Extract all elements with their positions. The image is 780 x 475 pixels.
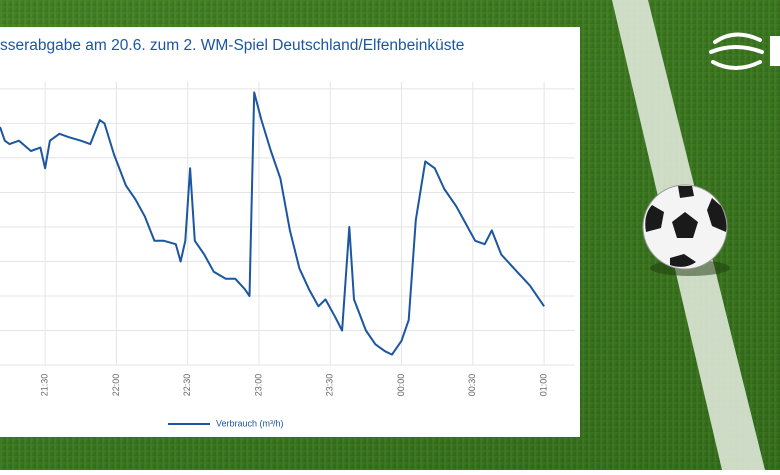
x-tick-label: 22:00 (111, 374, 121, 397)
data-line (0, 91, 545, 356)
x-tick-label: 23:30 (325, 374, 335, 397)
x-tick-label: 00:30 (467, 374, 477, 397)
x-tick-label: 22:30 (182, 374, 192, 397)
legend-label: Verbrauch (m³/h) (216, 418, 284, 428)
x-tick-label: 00:00 (396, 374, 406, 397)
x-tick-label: 23:00 (253, 374, 263, 397)
x-tick-label: 01:00 (538, 374, 548, 397)
x-tick-label: 21:30 (40, 374, 50, 397)
logo (709, 32, 780, 70)
chart-title: sserabgabe am 20.6. zum 2. WM-Spiel Deut… (0, 37, 464, 54)
soccer-ball (642, 184, 730, 276)
plot: 21:30 22:00 22:30 23:00 23:30 00:00 00:30 01:00… (0, 82, 575, 428)
